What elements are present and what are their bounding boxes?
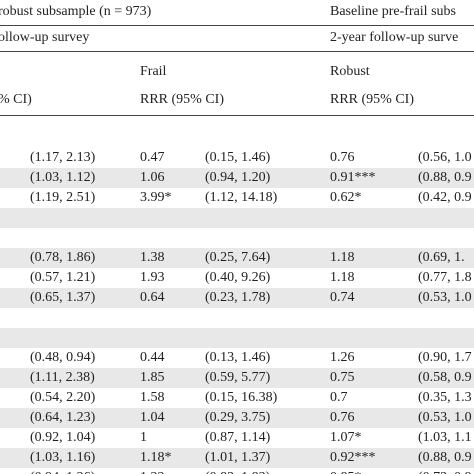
right-sample: Baseline pre-frail subs bbox=[330, 4, 456, 19]
row-shade bbox=[0, 448, 474, 468]
cell: (0.82, 1.83) bbox=[205, 468, 270, 474]
row-shade bbox=[0, 368, 474, 388]
row-shade bbox=[0, 208, 474, 228]
cell: 0.92*** bbox=[330, 450, 376, 465]
cell: (1.01, 1.37) bbox=[205, 450, 271, 465]
cell: (0.58, 0.9 bbox=[418, 370, 472, 385]
cell: 0.91*** bbox=[330, 170, 376, 185]
cell: (0.94, 1.20) bbox=[205, 170, 271, 185]
rule bbox=[0, 25, 474, 26]
cell: (0.53, 1.0 bbox=[418, 410, 472, 425]
cell: (0.56, 1.0 bbox=[418, 150, 472, 165]
cell: (0.64, 1.23) bbox=[30, 410, 96, 425]
cell: 0.74 bbox=[330, 290, 355, 305]
cell: (0.88, 0.9 bbox=[418, 170, 472, 185]
rrr-header: RRR (95% CI) bbox=[330, 92, 414, 107]
cell: (0.23, 1.78) bbox=[205, 290, 271, 305]
cell: 1.04 bbox=[140, 410, 165, 425]
cell: 1.22 bbox=[140, 468, 165, 474]
cell: 1.18 bbox=[330, 250, 355, 265]
cell: 0.76 bbox=[330, 150, 355, 165]
cell: (1.12, 14.18) bbox=[205, 190, 278, 205]
ci-header: % CI) bbox=[0, 92, 32, 107]
cell: (0.53, 1.0 bbox=[418, 290, 472, 305]
cell: (1.17, 2.13) bbox=[30, 150, 96, 165]
cell: (0.15, 1.46) bbox=[205, 150, 271, 165]
cell: 1.93 bbox=[140, 270, 165, 285]
cell: 1.26 bbox=[330, 350, 355, 365]
rrr-header: RRR (95% CI) bbox=[140, 92, 224, 107]
cell: (0.15, 16.38) bbox=[205, 390, 278, 405]
left-survey: ollow-up survey bbox=[0, 30, 90, 45]
cell: (0.42, 0.9 bbox=[418, 190, 472, 205]
cell: (0.29, 3.75) bbox=[205, 410, 271, 425]
left-sample: robust subsample (n = 973) bbox=[0, 4, 152, 19]
cell: 1.07* bbox=[330, 430, 362, 445]
col-robust: Robust bbox=[330, 64, 370, 79]
cell: 1.58 bbox=[140, 390, 165, 405]
cell: (0.87, 1.14) bbox=[205, 430, 271, 445]
row-shade bbox=[0, 168, 474, 188]
cell: 0.7 bbox=[330, 390, 348, 405]
cell: 0.75 bbox=[330, 370, 355, 385]
cell: 0.62* bbox=[330, 190, 362, 205]
cell: 1.85 bbox=[140, 370, 165, 385]
cell: 1.38 bbox=[140, 250, 165, 265]
cell: (1.03, 1.16) bbox=[30, 450, 96, 465]
cell: (1.03, 1.12) bbox=[30, 170, 96, 185]
right-survey: 2-year follow-up surve bbox=[330, 30, 459, 45]
cell: (1.11, 2.38) bbox=[30, 370, 95, 385]
cell: 1.18* bbox=[140, 450, 172, 465]
cell: 0.85* bbox=[330, 468, 362, 474]
cell: 0.44 bbox=[140, 350, 165, 365]
cell: (0.73, 0.9 bbox=[418, 468, 472, 474]
row-shade bbox=[0, 248, 474, 268]
cell: (1.03, 1.1 bbox=[418, 430, 472, 445]
cell: (0.78, 1.86) bbox=[30, 250, 96, 265]
cell: (0.57, 1.21) bbox=[30, 270, 96, 285]
row-shade bbox=[0, 408, 474, 428]
cell: (0.25, 7.64) bbox=[205, 250, 271, 265]
cell: 1.18 bbox=[330, 270, 355, 285]
cell: (0.48, 0.94) bbox=[30, 350, 96, 365]
cell: (0.69, 1. bbox=[418, 250, 465, 265]
cell: (0.88, 0.9 bbox=[418, 450, 472, 465]
cell: (0.90, 1.7 bbox=[418, 350, 472, 365]
rule bbox=[0, 51, 474, 52]
row-shade bbox=[0, 328, 474, 348]
cell: 1.06 bbox=[140, 170, 165, 185]
cell: 0.76 bbox=[330, 410, 355, 425]
cell: (0.94, 1.26) bbox=[30, 468, 95, 474]
cell: (0.13, 1.46) bbox=[205, 350, 271, 365]
cell: (0.92, 1.04) bbox=[30, 430, 96, 445]
col-frail: Frail bbox=[140, 64, 167, 79]
cell: 0.47 bbox=[140, 150, 165, 165]
rule bbox=[0, 115, 474, 116]
cell: (0.54, 2.20) bbox=[30, 390, 96, 405]
cell: (0.35, 1.3 bbox=[418, 390, 472, 405]
cell: (0.77, 1.8 bbox=[418, 270, 472, 285]
cell: 0.64 bbox=[140, 290, 165, 305]
row-shade bbox=[0, 288, 474, 308]
cell: 1 bbox=[140, 430, 147, 445]
cell: 3.99* bbox=[140, 190, 172, 205]
cell: (0.59, 5.77) bbox=[205, 370, 271, 385]
cell: (1.19, 2.51) bbox=[30, 190, 96, 205]
cell: (0.65, 1.37) bbox=[30, 290, 96, 305]
cell: (0.40, 9.26) bbox=[205, 270, 271, 285]
